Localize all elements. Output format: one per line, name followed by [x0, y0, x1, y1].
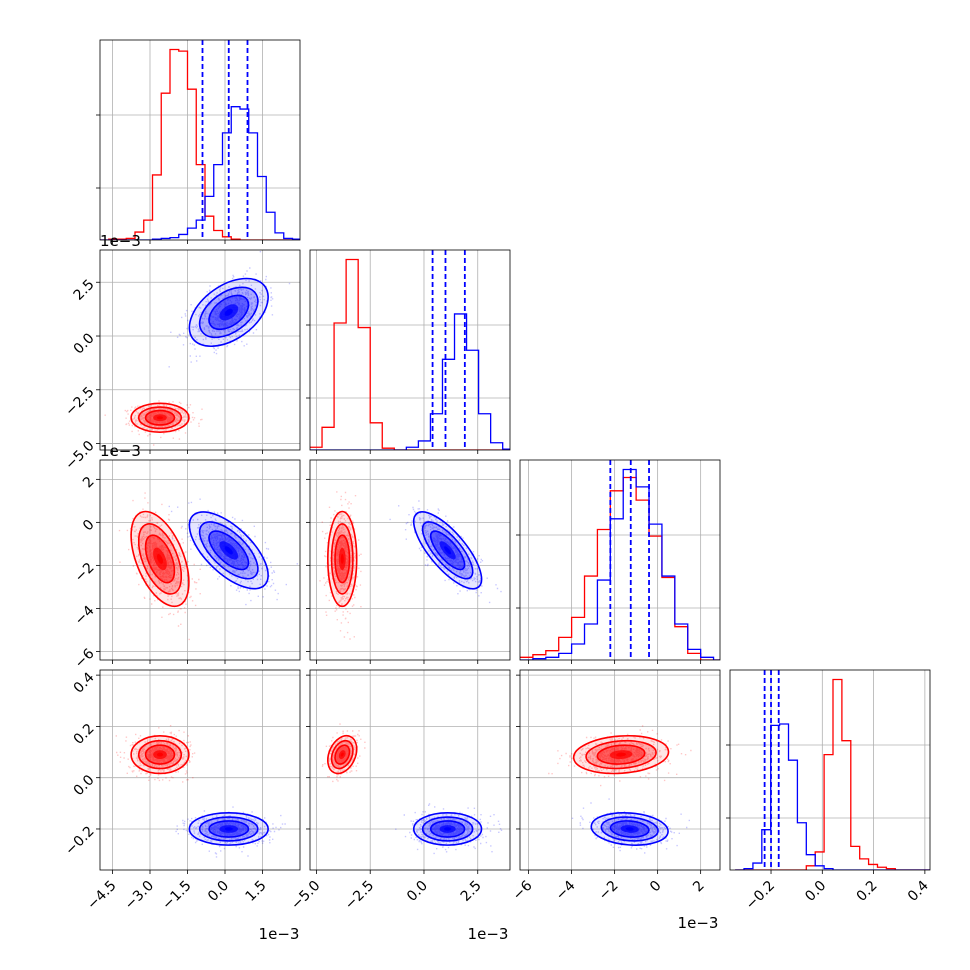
panel-frame	[99, 459, 301, 661]
histograms	[100, 40, 300, 240]
y-tick-label: 2.5	[71, 277, 98, 304]
scatter-panel-1-0	[96, 249, 301, 454]
scatter-content	[321, 723, 503, 855]
y-tick-label: −6	[72, 646, 98, 672]
scatter-content	[118, 492, 298, 641]
panel-frame	[99, 39, 301, 241]
panel-background	[100, 250, 300, 450]
histograms	[520, 460, 720, 660]
density-peak	[156, 752, 164, 757]
scatter-content	[319, 491, 502, 640]
y-tick-label: −4	[72, 603, 98, 629]
histogram-panel-1	[306, 249, 511, 454]
density-peak	[224, 308, 233, 316]
density-peak	[616, 752, 627, 757]
histogram-series-blue	[735, 723, 930, 870]
panel-frame	[99, 669, 301, 871]
x-offset-text-2: 1e−3	[678, 914, 719, 932]
scatter-panel-2-0	[96, 459, 301, 664]
x-tick-label: 0.4	[905, 878, 932, 905]
x-tick-label: 0.0	[802, 878, 829, 905]
y-tick-label: 0.0	[71, 772, 98, 799]
histograms	[735, 670, 930, 870]
histogram-series-red	[310, 258, 510, 450]
panel-frame	[99, 249, 301, 451]
scatter-content	[104, 251, 291, 448]
panel-frame	[729, 669, 931, 871]
x-tick-label: 2.5	[458, 878, 485, 905]
histogram-series-blue	[520, 468, 720, 660]
scatter-panel-3-1	[306, 669, 511, 874]
y-tick-label: 0.4	[71, 669, 98, 696]
x-tick-label: 1.5	[243, 878, 270, 905]
x-tick-label: 0.2	[854, 878, 881, 905]
histogram-panel-3	[726, 669, 931, 874]
y-tick-label: −2.5	[62, 384, 97, 419]
histogram-panel-2	[516, 459, 721, 664]
y-tick-label: 2	[80, 474, 98, 492]
y-tick-label: −5.0	[62, 438, 97, 473]
panels-layer	[96, 39, 931, 874]
x-tick-label: 0.0	[205, 878, 232, 905]
scatter-panel-3-2	[516, 669, 721, 874]
x-tick-label: −2.5	[342, 878, 377, 913]
panel-background	[100, 460, 300, 660]
y-tick-label: 0.2	[71, 721, 98, 748]
density-peak	[224, 546, 233, 555]
y-offset-text-1: 1e−3	[100, 232, 141, 250]
panel-background	[730, 670, 930, 870]
x-tick-label: −3.0	[122, 878, 157, 913]
y-tick-label: −2	[72, 560, 98, 586]
y-tick-label: 0.0	[71, 330, 98, 357]
density-peak	[625, 827, 634, 831]
density-peak	[340, 553, 344, 564]
density-peak	[444, 827, 452, 831]
x-tick-label: −2	[596, 878, 622, 904]
panel-frame	[309, 249, 511, 451]
x-offset-text-1: 1e−3	[468, 925, 509, 943]
panel-frame	[519, 459, 721, 661]
x-tick-label: −4	[553, 878, 579, 904]
scatter-content	[115, 725, 286, 858]
panel-background	[520, 460, 720, 660]
x-tick-label: −6	[510, 878, 536, 904]
density-peak	[444, 546, 452, 555]
histogram-series-red	[100, 48, 300, 240]
histogram-panel-0	[96, 39, 301, 244]
x-tick-label: −0.2	[743, 878, 778, 913]
density-peak	[156, 416, 164, 420]
x-tick-label: −1.5	[159, 878, 194, 913]
scatter-panel-3-0	[96, 669, 301, 874]
panel-frame	[309, 459, 511, 661]
panel-frame	[309, 669, 511, 871]
panel-background	[100, 670, 300, 870]
y-offset-text-2: 1e−3	[100, 442, 141, 460]
scatter-content	[548, 725, 692, 854]
y-tick-label: −0.2	[62, 823, 97, 858]
x-tick-label: 0.0	[404, 878, 431, 905]
y-tick-label: 0	[80, 517, 98, 535]
x-tick-label: 2	[690, 878, 708, 896]
density-peak	[224, 827, 233, 831]
x-tick-label: 0	[647, 878, 665, 896]
histogram-series-blue	[100, 106, 300, 240]
histograms	[310, 250, 510, 450]
panel-background	[520, 670, 720, 870]
histogram-series-blue	[310, 313, 510, 450]
x-tick-label: −5.0	[288, 878, 323, 913]
panel-background	[100, 40, 300, 240]
panel-background	[310, 250, 510, 450]
histogram-series-red	[735, 678, 930, 870]
x-offset-text-0: 1e−3	[259, 925, 300, 943]
density-peak	[340, 752, 344, 757]
panel-frame	[519, 669, 721, 871]
scatter-panel-2-1	[306, 459, 511, 664]
x-tick-label: −4.5	[84, 878, 119, 913]
